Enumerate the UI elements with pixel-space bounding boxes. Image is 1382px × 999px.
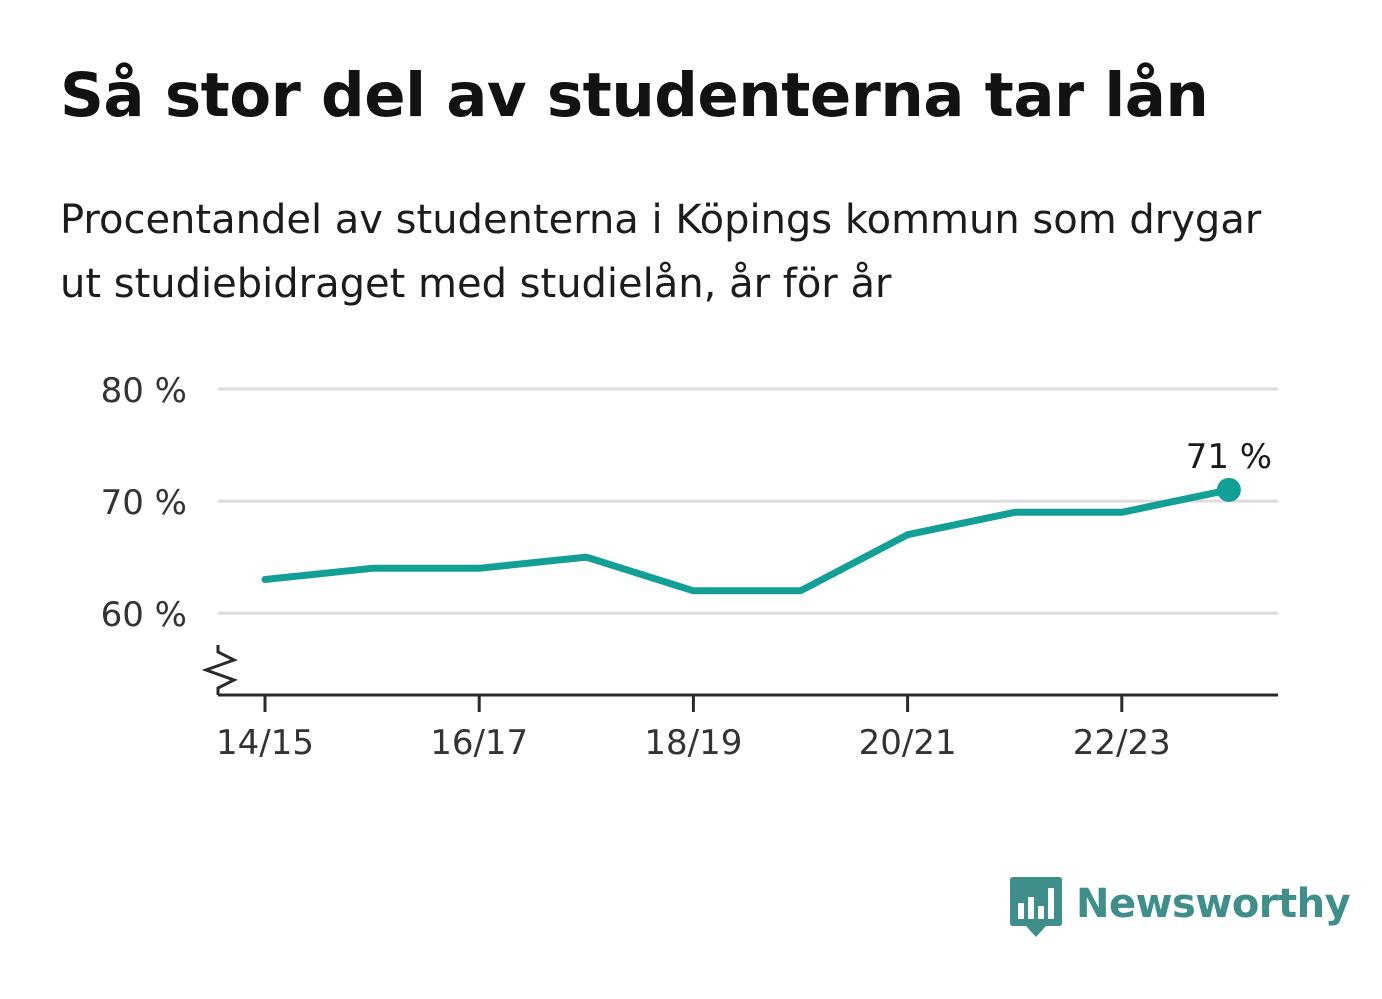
- newsworthy-brand-name: Newsworthy: [1076, 881, 1351, 927]
- chart-title: Så stor del av studenterna tar lån: [60, 60, 1209, 131]
- x-tick-label: 22/23: [1073, 723, 1171, 763]
- grid-lines: [218, 387, 1278, 615]
- newsworthy-logo-icon: [1010, 877, 1062, 937]
- y-tick-label: 60 %: [101, 595, 187, 635]
- last-data-point: [1216, 477, 1241, 502]
- x-tick-label: 14/15: [216, 723, 314, 763]
- x-tick-label: 16/17: [430, 723, 528, 763]
- data-points: [1216, 477, 1241, 502]
- x-tick-label: 20/21: [859, 723, 957, 763]
- series-line: [261, 486, 1233, 595]
- y-tick-labels: 60 % 70 % 80 %: [101, 371, 187, 635]
- data-labels: 71 %: [1186, 437, 1272, 477]
- x-tick-label: 18/19: [644, 723, 742, 763]
- x-axis: [218, 693, 1278, 712]
- y-tick-label: 80 %: [101, 371, 187, 411]
- chart-subtitle: Procentandel av studenterna i Köpings ko…: [60, 197, 1262, 307]
- series-lines: [261, 486, 1233, 595]
- y-tick-label: 70 %: [101, 483, 187, 523]
- last-point-label: 71 %: [1186, 437, 1272, 477]
- axis-break-zigzag: [201, 645, 238, 695]
- newsworthy-logo: Newsworthy: [1010, 876, 1351, 942]
- axis-break-icon: [201, 645, 238, 695]
- x-tick-labels: 14/15 16/17 18/19 20/21 22/23: [216, 723, 1171, 763]
